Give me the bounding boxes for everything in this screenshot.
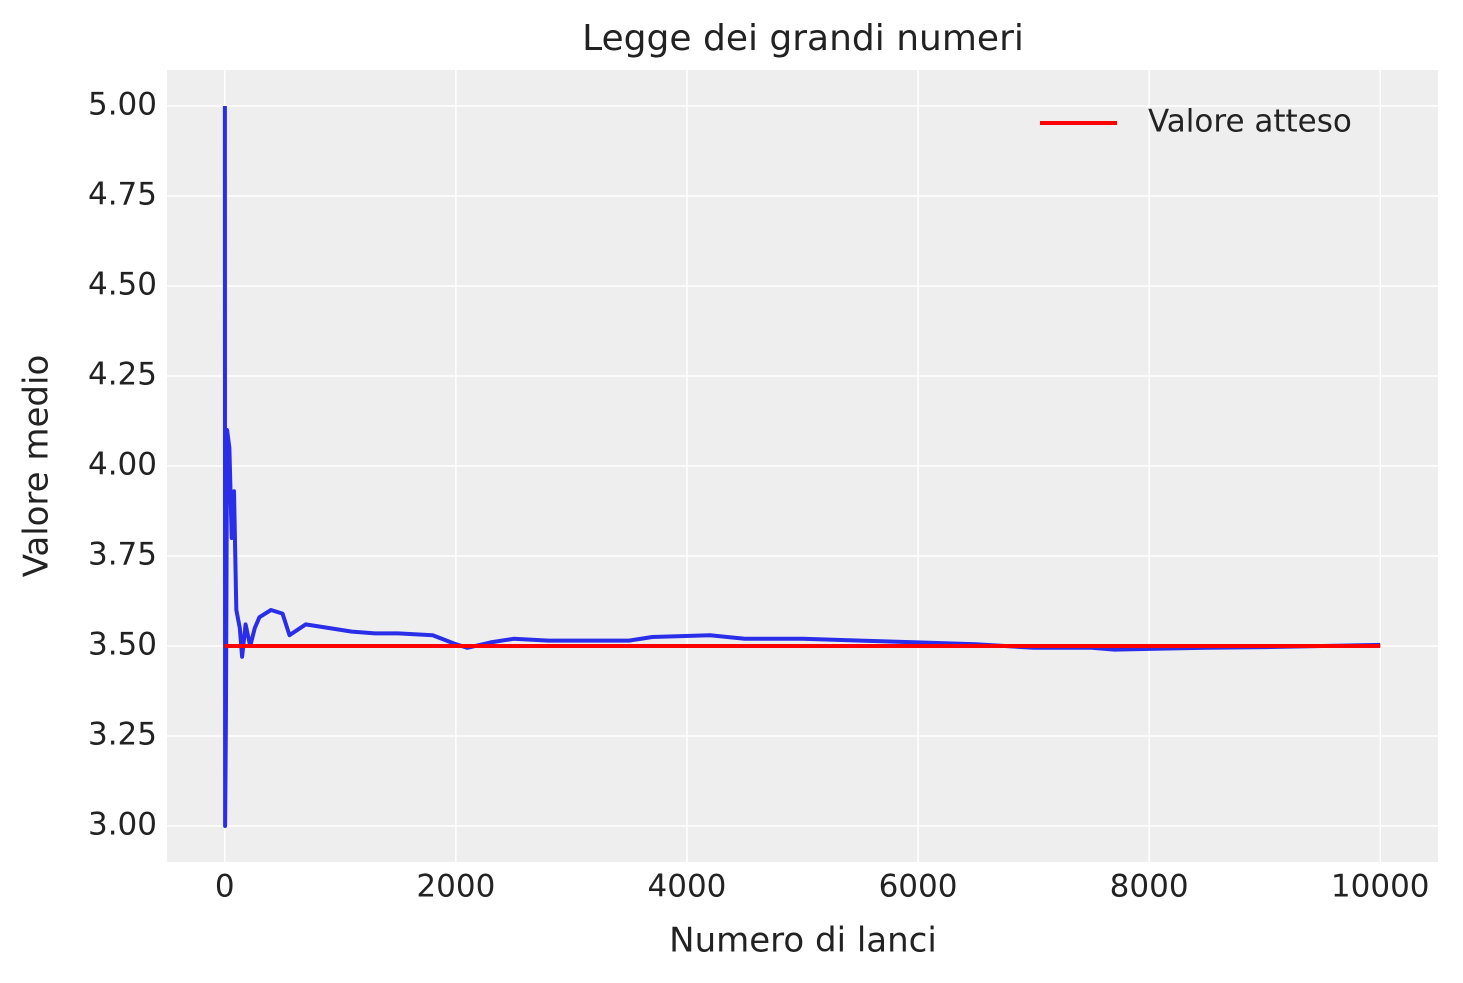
y-tick-label: 3.50 <box>88 627 157 663</box>
x-tick-label: 2000 <box>416 869 495 905</box>
chart-title: Legge dei grandi numeri <box>582 18 1024 59</box>
x-tick-label: 4000 <box>648 869 727 905</box>
y-tick-label: 4.75 <box>88 177 157 213</box>
x-tick-label: 6000 <box>879 869 958 905</box>
x-tick-label: 10000 <box>1331 869 1430 905</box>
x-tick-label: 0 <box>215 869 235 905</box>
y-tick-label: 4.00 <box>88 447 157 483</box>
x-axis-label: Numero di lanci <box>669 921 937 961</box>
y-tick-label: 3.25 <box>88 717 157 753</box>
y-tick-label: 4.50 <box>88 267 157 303</box>
y-tick-label: 5.00 <box>88 87 157 123</box>
x-tick-label: 8000 <box>1110 869 1189 905</box>
y-tick-label: 3.00 <box>88 807 157 843</box>
y-tick-label: 4.25 <box>88 357 157 393</box>
line-series <box>222 105 1381 828</box>
legend-label: Valore atteso <box>1148 104 1352 140</box>
y-axis-label: Valore medio <box>17 355 57 578</box>
y-tick-label: 3.75 <box>88 537 157 573</box>
